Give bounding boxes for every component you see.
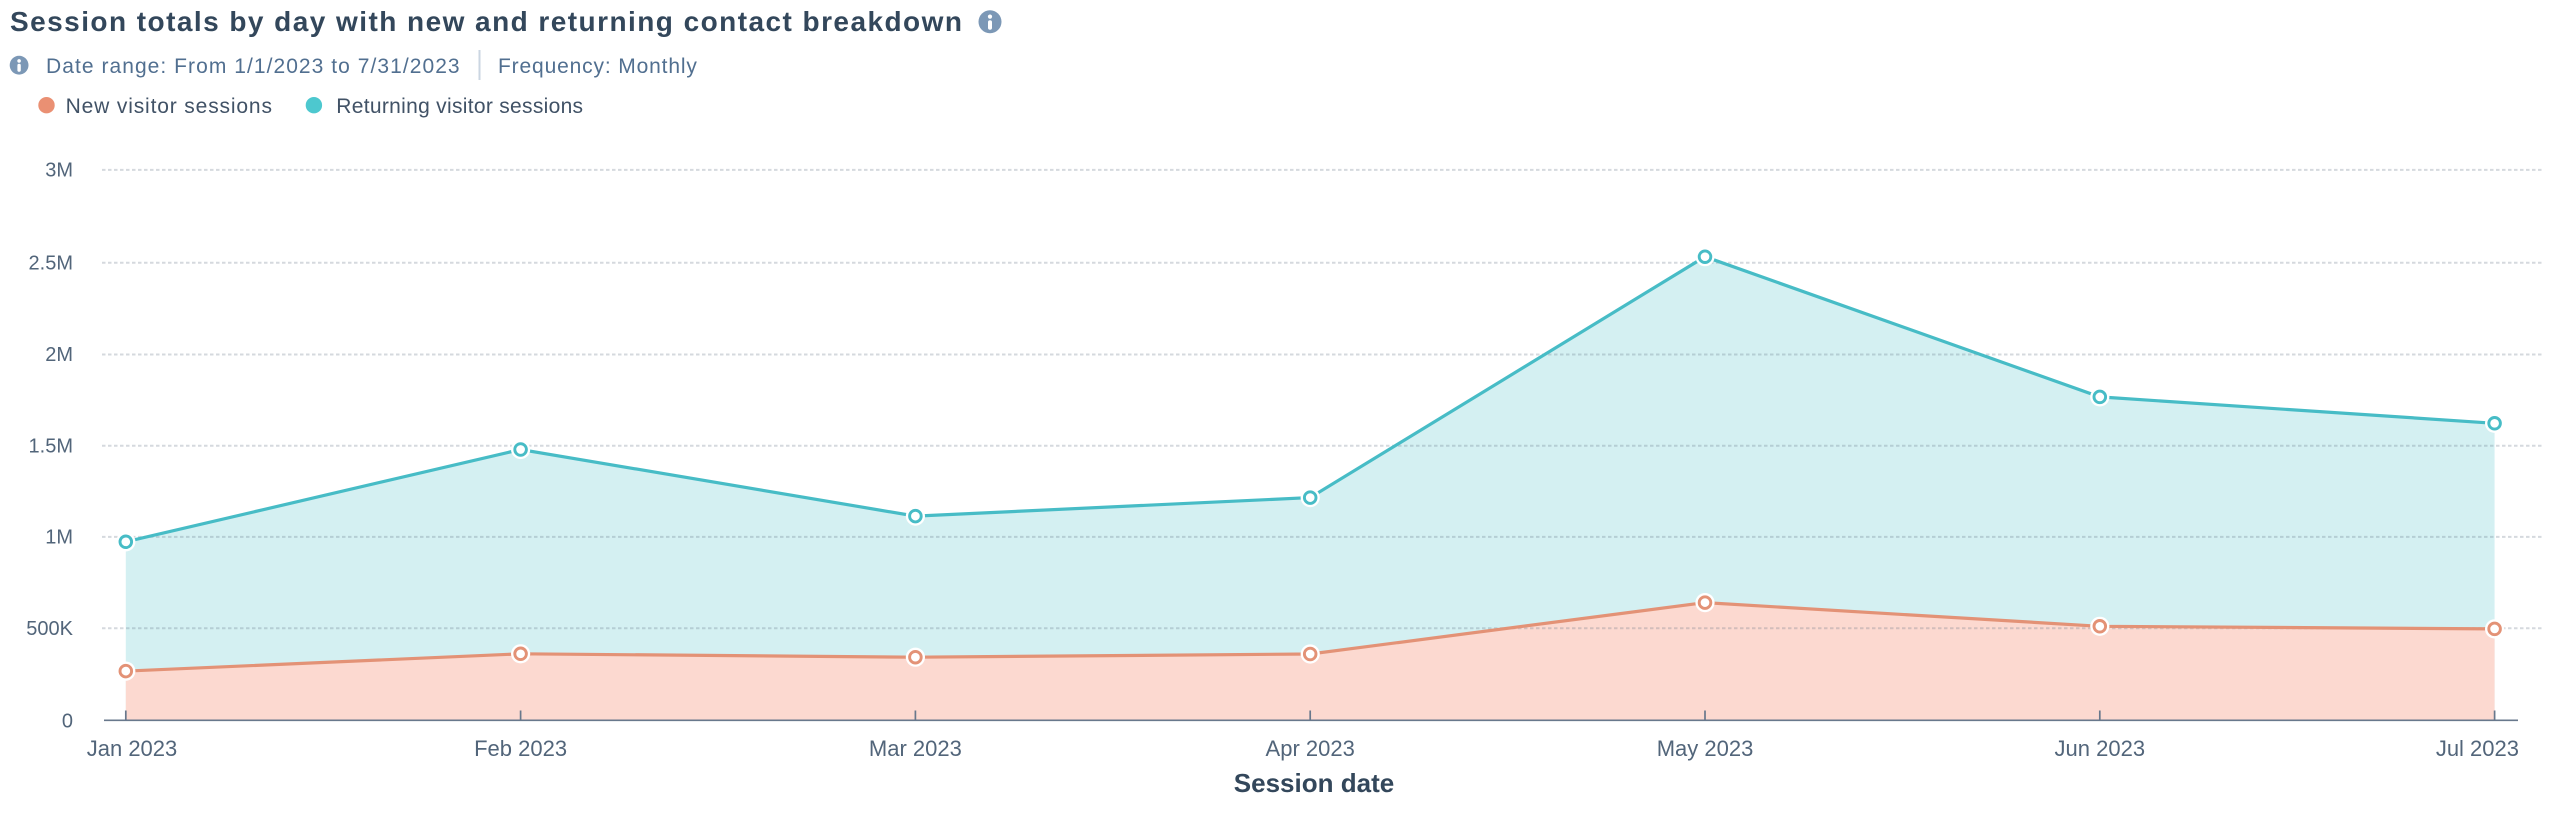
svg-text:Session date: Session date [1234,768,1394,798]
svg-text:Jan 2023: Jan 2023 [87,736,178,761]
svg-text:New visitor sessions: New visitor sessions [66,95,273,118]
svg-text:Jun 2023: Jun 2023 [2055,736,2146,761]
svg-text:1M: 1M [45,527,73,549]
svg-text:3M: 3M [45,160,73,182]
svg-text:2.5M: 2.5M [29,252,73,274]
svg-text:Apr 2023: Apr 2023 [1266,736,1355,761]
svg-text:Session totals by day with new: Session totals by day with new and retur… [10,6,963,37]
svg-text:Date range: From 1/1/2023 to 7: Date range: From 1/1/2023 to 7/31/2023 [46,55,461,78]
svg-text:Frequency: Monthly: Frequency: Monthly [498,55,698,78]
svg-text:May 2023: May 2023 [1657,736,1754,761]
svg-text:Returning visitor sessions: Returning visitor sessions [336,95,583,118]
svg-text:Jul 2023: Jul 2023 [2436,736,2519,761]
svg-text:Mar 2023: Mar 2023 [869,736,962,761]
svg-text:500K: 500K [26,618,73,640]
svg-text:2M: 2M [45,344,73,366]
svg-text:1.5M: 1.5M [29,435,73,457]
svg-text:Feb 2023: Feb 2023 [474,736,567,761]
svg-text:0: 0 [62,711,73,733]
